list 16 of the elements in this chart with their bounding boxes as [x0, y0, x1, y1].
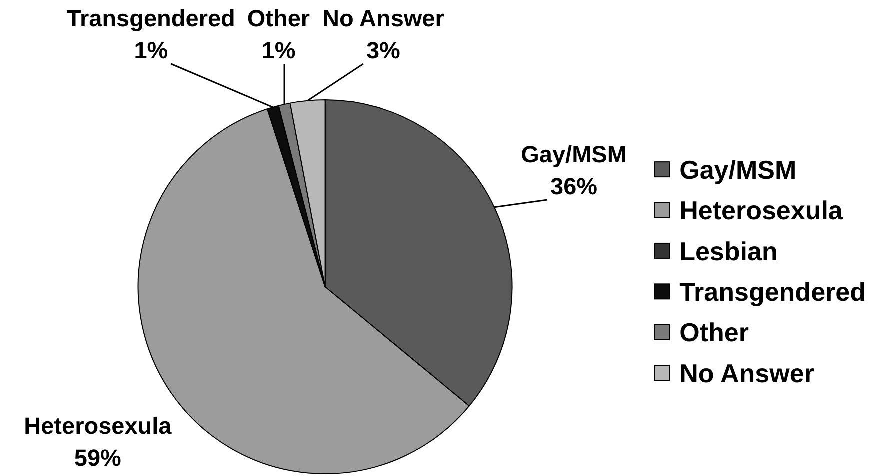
- legend-label: Lesbian: [680, 236, 778, 266]
- legend-label: Heterosexula: [680, 196, 844, 226]
- legend-label: Transgendered: [680, 277, 866, 308]
- slice-label: Heterosexula: [24, 412, 173, 439]
- slice-label: Gay/MSM: [521, 141, 627, 168]
- legend-label: Gay/MSM: [680, 154, 797, 185]
- data-label: 1%: [262, 37, 296, 64]
- slice-label: Other: [247, 5, 310, 32]
- slice-label: Transgendered: [66, 5, 236, 32]
- slice-label: No Answer: [322, 5, 444, 32]
- data-label: 36%: [550, 173, 598, 200]
- data-label: 1%: [134, 37, 168, 64]
- legend-label: No Answer: [680, 358, 814, 388]
- data-label: 59%: [74, 444, 122, 471]
- legend-label: Other: [680, 318, 749, 348]
- data-label: 3%: [366, 37, 401, 64]
